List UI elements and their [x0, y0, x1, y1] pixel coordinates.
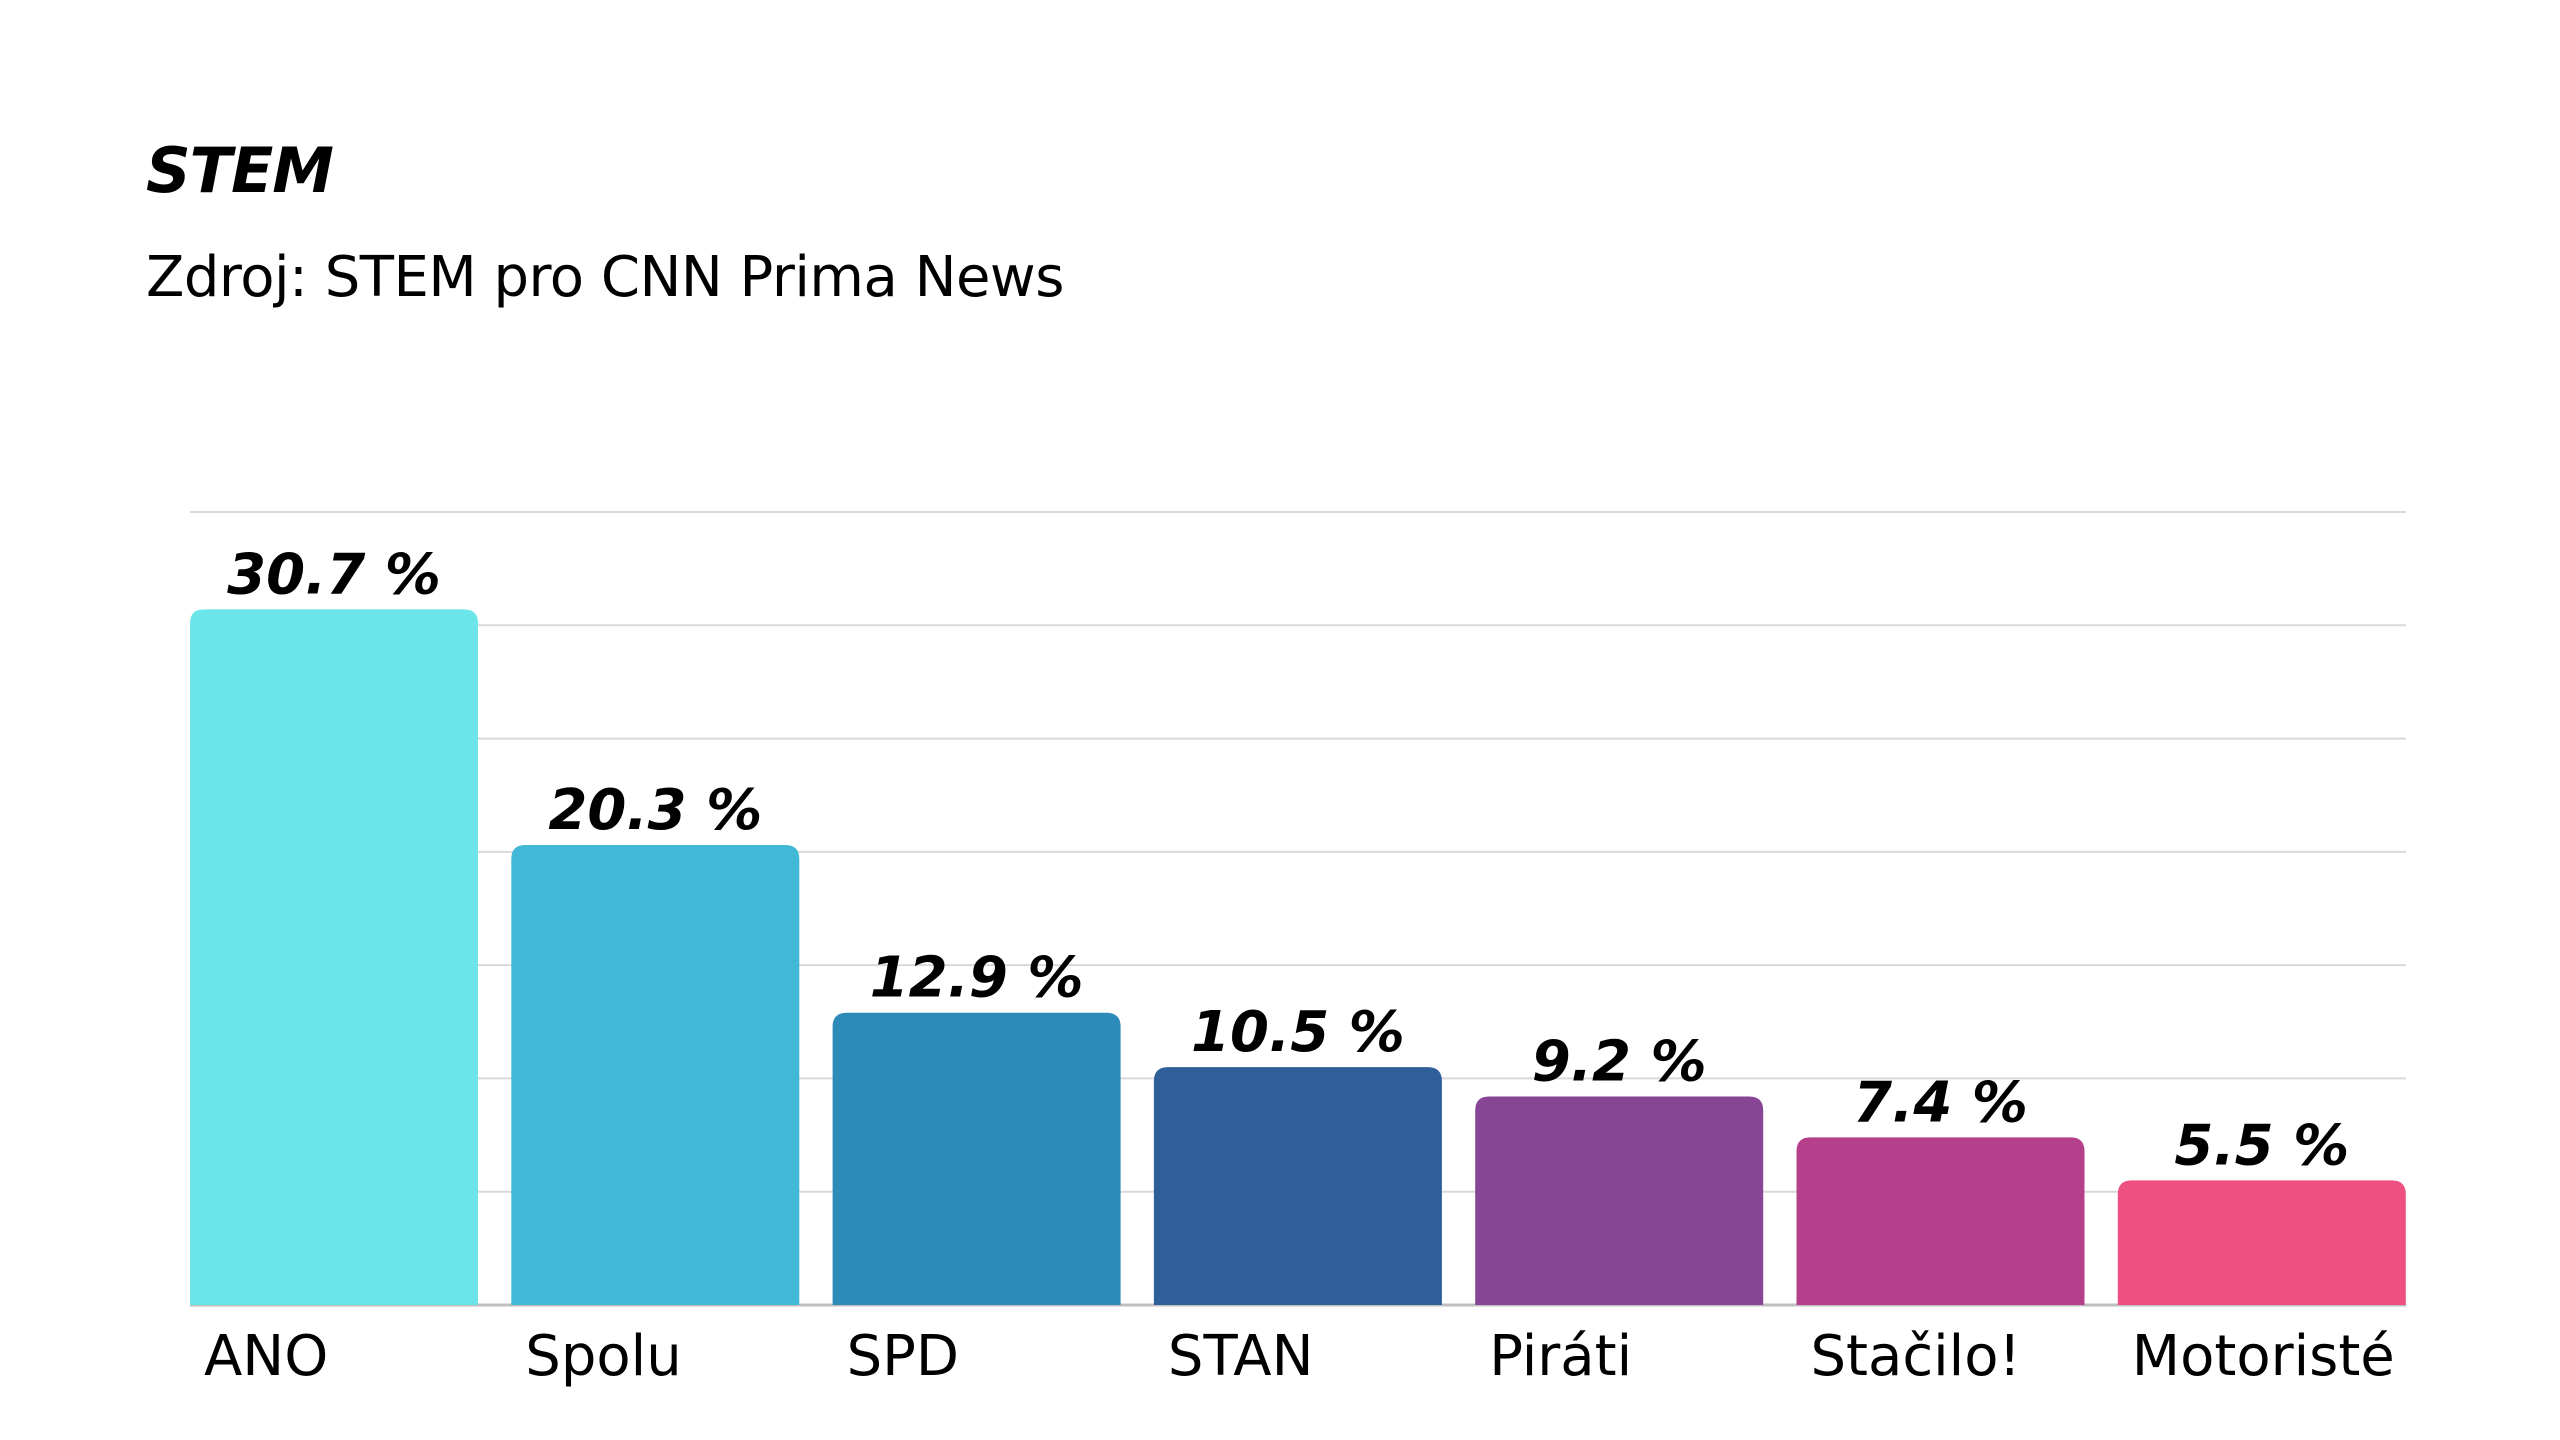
- category-label: STAN: [1168, 1324, 1314, 1389]
- data-label: 20.3 %: [548, 778, 762, 843]
- data-label: 9.2 %: [1532, 1030, 1707, 1095]
- bar-sta-ilo-: [1796, 1137, 2085, 1305]
- bar-ano: [190, 609, 478, 1305]
- bars: [190, 609, 2406, 1305]
- chart-subtitle: Zdroj: STEM pro CNN Prima News: [146, 245, 1064, 310]
- data-label: 10.5 %: [1191, 1000, 1405, 1065]
- bar-spd: [832, 1012, 1121, 1305]
- category-label: SPD: [847, 1324, 959, 1389]
- category-label: Piráti: [1489, 1324, 1632, 1389]
- bar-spolu: [511, 845, 800, 1305]
- bar-pir-ti: [1475, 1096, 1764, 1305]
- value-labels: 30.7 % 20.3 % 12.9 % 10.5 % 9.2 % 7.4 % 5.5 %: [227, 542, 2349, 1178]
- data-label: 12.9 %: [870, 946, 1084, 1011]
- data-label: 5.5 %: [2174, 1113, 2349, 1178]
- category-label: Spolu: [525, 1324, 681, 1389]
- data-label: 30.7 %: [227, 542, 441, 607]
- category-label: Stačilo!: [1811, 1324, 2021, 1389]
- bar-stan: [1153, 1067, 1442, 1305]
- data-label: 7.4 %: [1853, 1070, 2028, 1135]
- category-label: ANO: [204, 1324, 328, 1389]
- chart-title: STEM: [146, 134, 334, 207]
- category-labels: ANO Spolu SPD STAN Piráti Stačilo! Motoristé: [204, 1324, 2395, 1389]
- bar-motorist-: [2117, 1180, 2406, 1305]
- category-label: Motoristé: [2132, 1324, 2395, 1389]
